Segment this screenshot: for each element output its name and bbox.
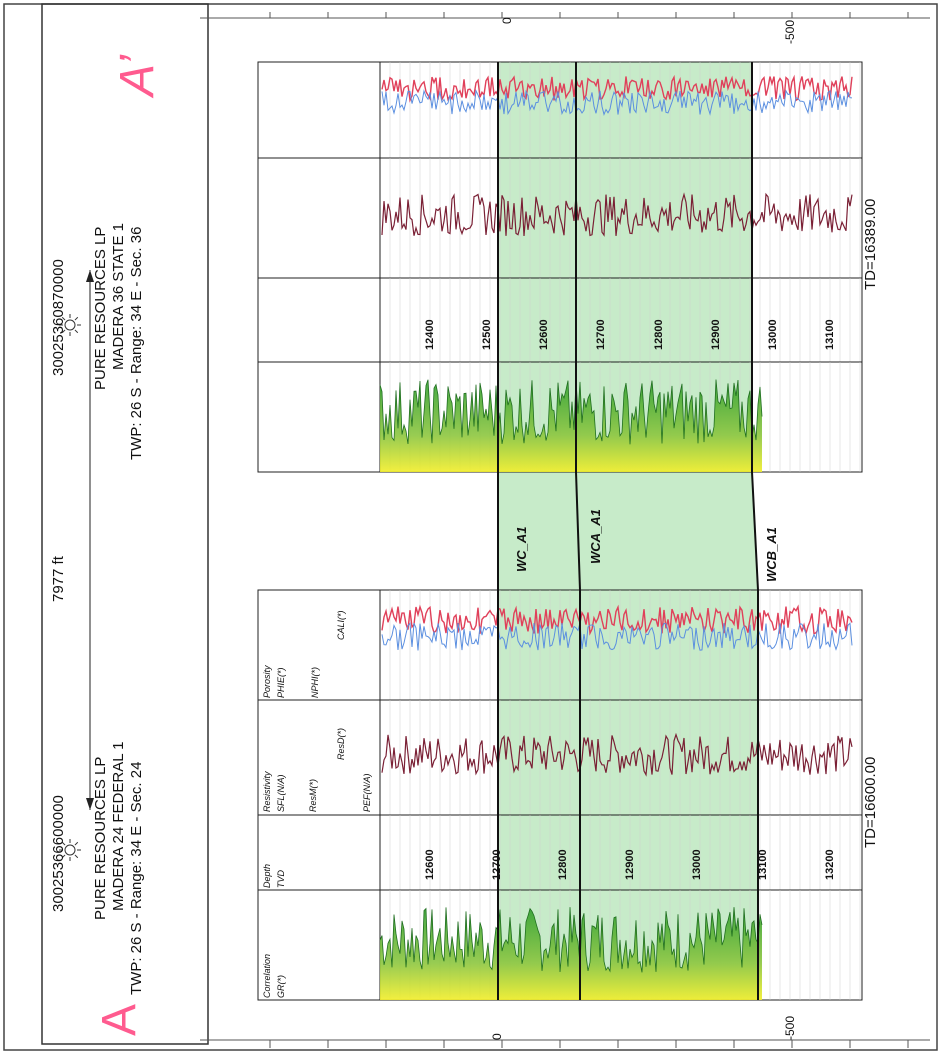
well-symbol-ray <box>61 854 66 859</box>
right-well-operator: PURE RESOURCES LP <box>92 226 109 390</box>
left-depth-label: 13000 <box>690 849 703 880</box>
left-resistivity-curve <box>381 732 853 777</box>
well-symbol-ray <box>74 841 79 846</box>
right-end-label: A’ <box>111 55 164 96</box>
distance-arrow-head-left <box>86 798 94 810</box>
right-depth-label: 12700 <box>595 319 608 350</box>
scale-minus500-bottom: -500 <box>783 1015 797 1040</box>
right-td-label: TD=16389.00 <box>862 198 879 290</box>
track-header-resm: ResM(*) <box>308 779 318 812</box>
horizon-wcb-a1 <box>751 62 759 1000</box>
left-gr-fill <box>380 907 762 1000</box>
left-depth-label: 12600 <box>424 849 436 880</box>
top-wcb-a1: WCB_A1 <box>764 527 779 582</box>
left-porosity-blue-curve <box>381 622 853 651</box>
well-symbol-ray <box>74 329 79 334</box>
track-header-nphi: NPHI(*) <box>310 667 320 698</box>
right-porosity-blue-curve <box>381 89 853 116</box>
right-depth-label: 12600 <box>538 319 551 350</box>
scale-minus500-top: -500 <box>783 19 797 44</box>
right-depth-label: 12800 <box>652 319 665 350</box>
left-well-name: MADERA 24 FEDERAL 1 <box>110 741 127 911</box>
title-block-frame <box>41 3 209 1045</box>
distance-label: 7977 ft <box>50 556 67 602</box>
track-header-cali: CALI(*) <box>336 610 346 640</box>
right-depth-label: 13100 <box>824 319 836 350</box>
right-gr-curve <box>379 379 763 445</box>
left-depth-label: 12800 <box>557 849 570 880</box>
right-depth-label: 12400 <box>424 319 436 350</box>
well-symbol-ray <box>74 316 79 321</box>
left-depth-label: 13200 <box>824 849 836 880</box>
right-well-api: 30025360870000 <box>50 259 67 376</box>
left-end-label: A <box>93 1003 146 1036</box>
left-well-api: 30025366600000 <box>50 795 67 912</box>
left-well-symbol-icon <box>64 844 76 856</box>
track-header-pef: PEF(N/A) <box>362 773 372 812</box>
left-td-label: TD=16600.00 <box>862 756 879 848</box>
track-header-phie: PHIE(*) <box>276 667 286 698</box>
well-symbol-ray <box>61 841 66 846</box>
right-well-symbol-icon <box>64 319 76 331</box>
scale-zero-top: 0 <box>500 17 514 24</box>
right-well-location: TWP: 26 S - Range: 34 E - Sec. 36 <box>128 226 145 460</box>
right-porosity-red-curve <box>381 74 853 103</box>
left-depth-label: 13100 <box>757 849 770 880</box>
well-symbol-ray <box>61 316 66 321</box>
right-depth-label: 12500 <box>481 319 494 350</box>
left-gr-curve <box>379 907 763 973</box>
right-well-name: MADERA 36 STATE 1 <box>110 223 127 370</box>
left-well-location: TWP: 26 S - Range: 34 E - Sec. 24 <box>128 761 145 995</box>
scale-zero-bottom: 0 <box>490 1033 504 1040</box>
track-header-gr: GR(*) <box>276 975 286 998</box>
right-depth-label: 12900 <box>709 319 722 350</box>
well-symbol-ray <box>61 329 66 334</box>
track-header-sfl: SFL(N/A) <box>276 774 286 812</box>
right-resistivity-curve <box>381 192 853 237</box>
left-porosity-red-curve <box>381 604 853 637</box>
track-header-porosity: Porosity <box>262 665 272 698</box>
left-depth-label: 12900 <box>624 849 636 880</box>
track-header-resistivity: Resistivity <box>262 771 272 812</box>
well-symbol-ray <box>74 854 79 859</box>
track-header-tvd: TVD <box>276 870 286 888</box>
track-header-correlation: Correlation <box>262 953 272 998</box>
right-depth-label: 13000 <box>766 319 779 350</box>
left-well-operator: PURE RESOURCES LP <box>92 756 109 920</box>
track-header-resd: ResD(*) <box>336 727 346 760</box>
left-depth-label: 12700 <box>490 849 503 880</box>
top-wca-a1: WCA_A1 <box>588 509 603 564</box>
outer-border <box>3 3 938 1051</box>
top-wc-a1: WC_A1 <box>514 526 529 572</box>
horizon-wca-a1 <box>575 62 581 1000</box>
track-header-depth: Depth <box>262 863 272 888</box>
distance-arrow-head-right <box>86 270 94 282</box>
